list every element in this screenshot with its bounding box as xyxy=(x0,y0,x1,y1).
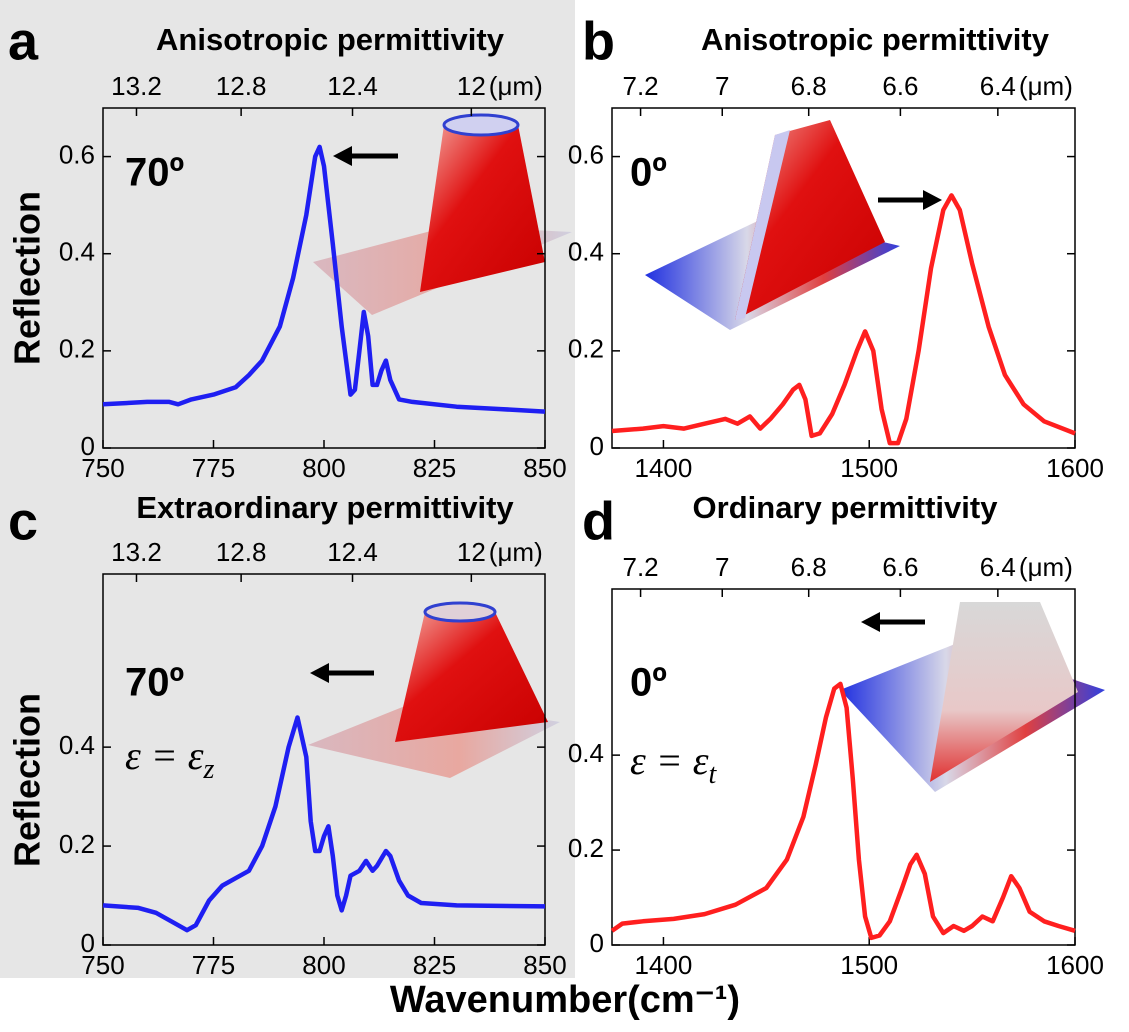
x-tick-label: 1500 xyxy=(840,453,898,483)
data-line xyxy=(610,681,1076,941)
x-tick-label: 775 xyxy=(192,453,235,483)
y-tick-label: 0 xyxy=(590,928,604,958)
top-tick-label: 6.8 xyxy=(791,552,827,582)
top-tick-label: 6.8 xyxy=(791,71,827,101)
top-tick-label: 12.4 xyxy=(327,71,378,101)
y-tick-label: 0.6 xyxy=(568,139,604,169)
epsilon-label: ε = εt xyxy=(630,738,718,790)
top-tick-label: 7.2 xyxy=(623,552,659,582)
panel-letter: a xyxy=(8,11,39,71)
x-tick-label: 800 xyxy=(302,453,345,483)
panel-letter: d xyxy=(582,491,615,551)
panel-letter: b xyxy=(582,11,615,71)
panel-title: Anisotropic permittivity xyxy=(701,22,1050,57)
top-tick-label: 13.2 xyxy=(111,71,162,101)
top-tick-label: 12.8 xyxy=(216,537,267,567)
angle-label: 70º xyxy=(125,661,184,705)
x-axis-label: Wavenumber(cm⁻¹) xyxy=(390,979,740,1021)
top-tick-label: 6.4 xyxy=(980,552,1016,582)
panel-title: Ordinary permittivity xyxy=(693,490,999,525)
y-tick-label: 0.4 xyxy=(568,738,604,768)
angle-label: 70º xyxy=(125,151,184,195)
x-tick-label: 775 xyxy=(192,950,235,980)
top-axis-unit: (μm) xyxy=(1019,71,1073,101)
y-tick-label: 0 xyxy=(590,431,604,461)
angle-label: 0º xyxy=(630,661,667,705)
epsilon-text: ε = ε xyxy=(125,733,204,778)
top-tick-label: 7.2 xyxy=(623,71,659,101)
arrow-head xyxy=(923,190,942,210)
x-tick-label: 850 xyxy=(523,950,566,980)
epsilon-text: ε = ε xyxy=(630,738,709,783)
epsilon-label: ε = εz xyxy=(125,733,215,785)
y-tick-label: 0.4 xyxy=(568,237,604,267)
top-tick-label: 7 xyxy=(715,552,729,582)
top-axis-unit: (μm) xyxy=(1019,552,1073,582)
y-tick-label: 0.2 xyxy=(568,334,604,364)
inset-a xyxy=(313,113,572,315)
inset-cone xyxy=(420,125,545,292)
y-tick-label: 0 xyxy=(81,431,95,461)
data-line xyxy=(611,193,1076,446)
y-tick-label: 0.4 xyxy=(59,237,95,267)
inset-top xyxy=(442,113,520,137)
x-tick-label: 1500 xyxy=(840,950,898,980)
x-tick-label: 825 xyxy=(413,950,456,980)
data-line xyxy=(102,715,546,933)
inset-cone xyxy=(930,602,1078,782)
x-tick-label: 800 xyxy=(302,950,345,980)
inset-b xyxy=(645,120,900,330)
epsilon-subscript: t xyxy=(709,759,718,790)
y-axis-label: Reflection xyxy=(7,693,48,867)
angle-label: 0º xyxy=(630,151,667,195)
panel-letter: c xyxy=(8,491,38,551)
plot-frame xyxy=(611,107,1076,449)
epsilon-subscript: z xyxy=(203,754,215,785)
top-tick-label: 13.2 xyxy=(111,537,162,567)
y-tick-label: 0.4 xyxy=(59,730,95,760)
inset-side xyxy=(735,130,790,320)
top-tick-label: 12.8 xyxy=(216,71,267,101)
top-tick-label: 12 xyxy=(457,537,486,567)
arrow-head xyxy=(333,146,352,166)
x-tick-label: 750 xyxy=(81,950,124,980)
y-axis-label: Reflection xyxy=(7,191,48,365)
top-tick-label: 12 xyxy=(457,71,486,101)
inset-d xyxy=(840,602,1105,792)
x-tick-label: 1400 xyxy=(635,453,693,483)
inset-c xyxy=(308,601,560,778)
x-tick-label: 1400 xyxy=(635,950,693,980)
top-tick-label: 7 xyxy=(715,71,729,101)
arrow-head xyxy=(861,612,880,632)
x-tick-label: 850 xyxy=(523,453,566,483)
inset-top xyxy=(423,601,497,623)
top-tick-label: 6.6 xyxy=(882,71,918,101)
y-tick-label: 0.6 xyxy=(59,139,95,169)
y-tick-label: 0.2 xyxy=(59,334,95,364)
data-line xyxy=(102,144,546,414)
y-tick-label: 0 xyxy=(81,928,95,958)
top-tick-label: 12.4 xyxy=(327,537,378,567)
arrow-head xyxy=(310,663,329,683)
top-tick-label: 6.4 xyxy=(980,71,1016,101)
y-tick-label: 0.2 xyxy=(59,829,95,859)
y-tick-label: 0.2 xyxy=(568,833,604,863)
top-axis-unit: (μm) xyxy=(489,71,543,101)
top-tick-label: 6.6 xyxy=(882,552,918,582)
x-tick-label: 1600 xyxy=(1046,950,1104,980)
x-tick-label: 750 xyxy=(81,453,124,483)
panel-title: Extraordinary permittivity xyxy=(136,490,514,525)
panel-title: Anisotropic permittivity xyxy=(156,22,505,57)
top-axis-unit: (μm) xyxy=(489,537,543,567)
arrows xyxy=(310,146,942,683)
plot-frame xyxy=(611,588,1076,946)
x-tick-label: 825 xyxy=(413,453,456,483)
x-tick-label: 1600 xyxy=(1046,453,1104,483)
inset-cone xyxy=(395,612,548,742)
